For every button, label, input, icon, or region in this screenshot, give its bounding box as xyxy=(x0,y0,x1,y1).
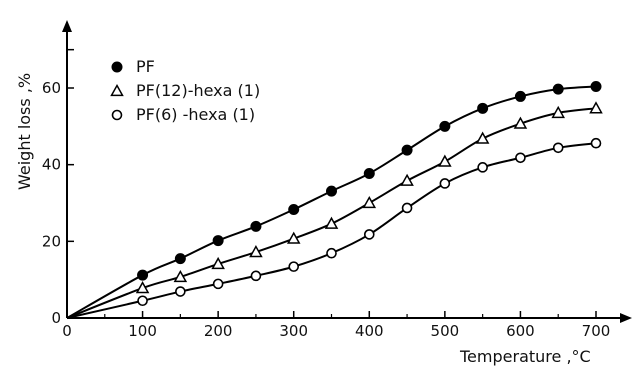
y-tick-label: 0 xyxy=(51,309,61,327)
data-point xyxy=(589,101,603,114)
data-point xyxy=(477,102,489,114)
data-point xyxy=(174,253,186,265)
data-point xyxy=(326,247,337,259)
y-axis-arrow xyxy=(62,20,72,32)
data-point xyxy=(401,144,413,156)
data-point xyxy=(363,167,375,179)
x-tick-label: 200 xyxy=(204,322,233,340)
y-axis-label: Weight loss ,% xyxy=(15,73,34,190)
x-tick-label: 500 xyxy=(431,322,460,340)
data-point xyxy=(551,105,565,119)
y-tick-label: 40 xyxy=(42,156,61,174)
data-point xyxy=(288,261,300,272)
data-point xyxy=(212,235,224,247)
data-point xyxy=(211,256,225,270)
series-3 xyxy=(66,137,602,319)
data-point xyxy=(439,178,451,189)
data-point xyxy=(513,116,528,129)
legend-marker xyxy=(111,61,123,73)
data-point xyxy=(400,173,414,186)
data-point xyxy=(552,142,564,154)
y-tick-label: 60 xyxy=(42,79,61,97)
data-point xyxy=(250,220,262,232)
data-point xyxy=(439,120,451,132)
data-point xyxy=(326,185,337,197)
data-point xyxy=(438,154,452,167)
x-tick-label: 300 xyxy=(279,322,308,340)
legend-marker xyxy=(110,83,124,97)
data-point xyxy=(175,286,186,297)
legend-label: PF xyxy=(136,57,155,76)
data-point xyxy=(135,281,150,294)
data-point xyxy=(249,245,263,258)
x-tick-label: 0 xyxy=(62,322,72,340)
data-point xyxy=(173,269,188,283)
data-point xyxy=(552,83,564,95)
data-point xyxy=(590,80,602,92)
series-line xyxy=(66,107,597,319)
data-point xyxy=(362,195,377,209)
x-axis-arrow xyxy=(620,313,632,323)
legend-marker xyxy=(111,109,123,121)
data-point xyxy=(324,216,339,229)
x-tick-label: 700 xyxy=(582,322,611,340)
x-tick-label: 400 xyxy=(355,322,384,340)
x-axis-label: Temperature ,°C xyxy=(459,347,591,366)
data-point xyxy=(288,204,300,216)
data-point xyxy=(250,270,262,282)
y-tick-label: 20 xyxy=(42,232,61,250)
data-point xyxy=(515,152,526,164)
legend: PF PF(12)-hexa (1) PF(6) -hexa (1) xyxy=(110,57,260,124)
data-point xyxy=(137,269,149,281)
data-point xyxy=(514,90,526,102)
data-point xyxy=(137,295,148,307)
series-1 xyxy=(66,80,602,319)
data-point xyxy=(590,137,602,149)
data-point xyxy=(212,278,224,290)
data-point xyxy=(475,131,490,144)
x-tick-label: 100 xyxy=(128,322,157,340)
legend-label: PF(6) -hexa (1) xyxy=(136,105,255,124)
ticks: 0 100 200 300 400 500 600 700 0 20 40 60 xyxy=(42,48,611,340)
legend-label: PF(12)-hexa (1) xyxy=(136,81,260,100)
data-point xyxy=(477,162,488,173)
data-point xyxy=(363,229,375,240)
x-tick-label: 600 xyxy=(506,322,535,340)
series-2 xyxy=(66,101,603,319)
data-point xyxy=(401,202,413,214)
data-point xyxy=(286,231,301,244)
series-layer xyxy=(66,80,603,319)
axes xyxy=(62,20,632,323)
